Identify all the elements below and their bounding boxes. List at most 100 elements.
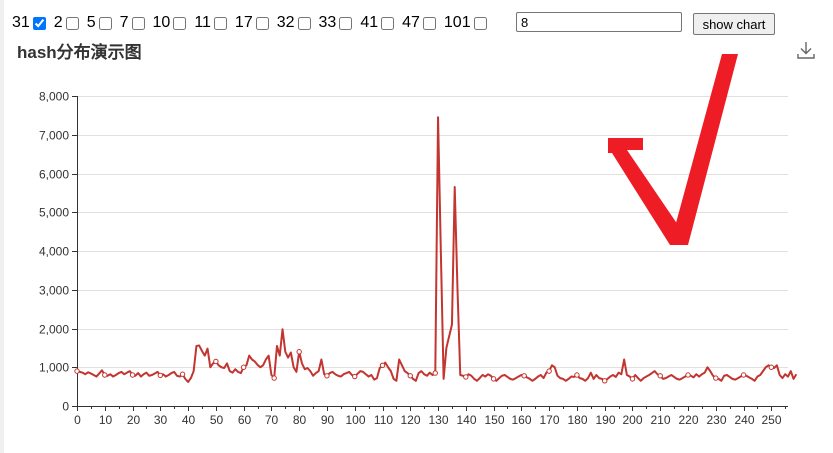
x-tick-label: 230: [706, 413, 726, 427]
data-point: [407, 373, 413, 379]
divisor-checkbox-7[interactable]: [131, 16, 145, 30]
divisor-option-label: 5: [86, 14, 96, 31]
x-tick-label: 20: [127, 413, 141, 427]
data-point: [546, 368, 552, 374]
x-tick-label: 130: [428, 413, 448, 427]
divisor-option-5: 5: [87, 14, 112, 32]
y-tick-label: 7,000: [39, 129, 69, 143]
data-point: [240, 364, 247, 370]
y-tick-label: 0: [62, 400, 69, 414]
divisor-option-7: 7: [120, 14, 145, 32]
data-point: [463, 374, 469, 380]
frame-edge: [0, 0, 4, 453]
x-tick-label: 90: [321, 413, 335, 427]
divisor-option-label: 31: [12, 14, 30, 31]
x-tick-label: 80: [293, 413, 307, 427]
divisor-checkbox-41[interactable]: [381, 16, 395, 30]
divisor-checkbox-11[interactable]: [213, 16, 227, 30]
data-point: [179, 371, 186, 377]
data-point: [657, 373, 663, 379]
divisor-option-11: 11: [194, 14, 227, 32]
data-point: [490, 376, 497, 382]
x-tick-label: 180: [567, 413, 587, 427]
data-point: [601, 378, 608, 384]
divisor-checkbox-33[interactable]: [339, 16, 353, 30]
data-point: [685, 372, 691, 378]
data-point: [740, 372, 747, 378]
show-chart-button[interactable]: show chart: [693, 13, 775, 35]
divisor-checkbox-31[interactable]: [32, 16, 46, 30]
x-tick-label: 240: [734, 413, 754, 427]
data-point: [629, 376, 636, 382]
divisor-option-label: 47: [402, 14, 420, 31]
x-tick-label: 40: [182, 413, 196, 427]
divisor-option-label: 32: [276, 14, 295, 31]
divisor-option-label: 101: [443, 14, 471, 31]
x-tick-label: 70: [265, 413, 279, 427]
data-point: [296, 349, 302, 355]
divisor-checkbox-101[interactable]: [473, 16, 487, 30]
divisor-option-label: 33: [318, 14, 337, 31]
divisor-option-label: 41: [360, 14, 379, 31]
data-point: [102, 372, 108, 378]
data-point: [129, 372, 136, 378]
y-tick-label: 1,000: [39, 361, 69, 375]
data-point: [213, 358, 219, 365]
download-icon[interactable]: [797, 41, 815, 59]
x-tick-label: 50: [210, 413, 224, 427]
divisor-option-101: 101: [444, 14, 487, 32]
data-point: [521, 373, 527, 379]
divisor-option-31: 31: [12, 14, 46, 32]
x-tick-label: 10: [99, 413, 113, 427]
x-tick-label: 0: [74, 413, 81, 427]
x-tick-label: 150: [484, 413, 504, 427]
data-point: [713, 375, 719, 381]
divisor-checkbox-10[interactable]: [173, 16, 187, 30]
x-tick-label: 110: [374, 413, 393, 427]
y-tick-label: 2,000: [39, 323, 69, 337]
x-tick-label: 100: [345, 413, 365, 427]
divisor-checkbox-5[interactable]: [98, 16, 112, 30]
checkmark-overlay: [608, 54, 738, 245]
chart-title: hash分布演示图: [17, 43, 142, 62]
x-tick-label: 190: [595, 413, 615, 427]
x-tick-label: 210: [650, 413, 670, 427]
y-tick-label: 5,000: [39, 206, 69, 220]
data-point: [157, 372, 164, 379]
x-tick-label: 170: [539, 413, 559, 427]
bucket-count-input[interactable]: [516, 12, 682, 32]
x-tick-label: 120: [400, 413, 420, 427]
x-tick-label: 250: [761, 413, 781, 427]
divisor-options: 31 2 5 7 10 11 17 32 33 41 47 101: [12, 12, 495, 34]
divisor-option-10: 10: [153, 14, 187, 32]
divisor-option-2: 2: [54, 14, 79, 32]
divisor-option-label: 17: [234, 14, 253, 31]
divisor-option-47: 47: [402, 14, 436, 32]
divisor-option-label: 10: [152, 14, 171, 31]
data-point: [379, 362, 386, 369]
x-tick-label: 30: [154, 413, 168, 427]
divisor-checkbox-2[interactable]: [65, 16, 79, 30]
divisor-option-33: 33: [319, 14, 353, 32]
divisor-option-17: 17: [235, 14, 269, 32]
data-point: [74, 368, 80, 374]
divisor-option-41: 41: [360, 14, 395, 32]
x-tick-label: 140: [456, 413, 476, 427]
data-point: [352, 373, 358, 380]
data-point: [271, 375, 277, 381]
divisor-option-label: 11: [194, 14, 211, 31]
divisor-checkbox-32[interactable]: [297, 16, 311, 30]
x-tick-label: 160: [511, 413, 531, 427]
divisor-checkbox-47[interactable]: [422, 16, 436, 30]
y-tick-label: 6,000: [39, 168, 69, 182]
data-point: [324, 373, 330, 379]
data-point: [574, 372, 580, 378]
x-tick-label: 60: [238, 413, 252, 427]
x-tick-label: 200: [622, 413, 642, 427]
y-tick-label: 4,000: [39, 245, 69, 259]
divisor-checkbox-17[interactable]: [255, 16, 269, 30]
x-tick-label: 220: [678, 413, 698, 427]
divisor-option-label: 7: [119, 14, 129, 31]
y-tick-label: 3,000: [39, 284, 69, 298]
data-point: [432, 370, 438, 376]
